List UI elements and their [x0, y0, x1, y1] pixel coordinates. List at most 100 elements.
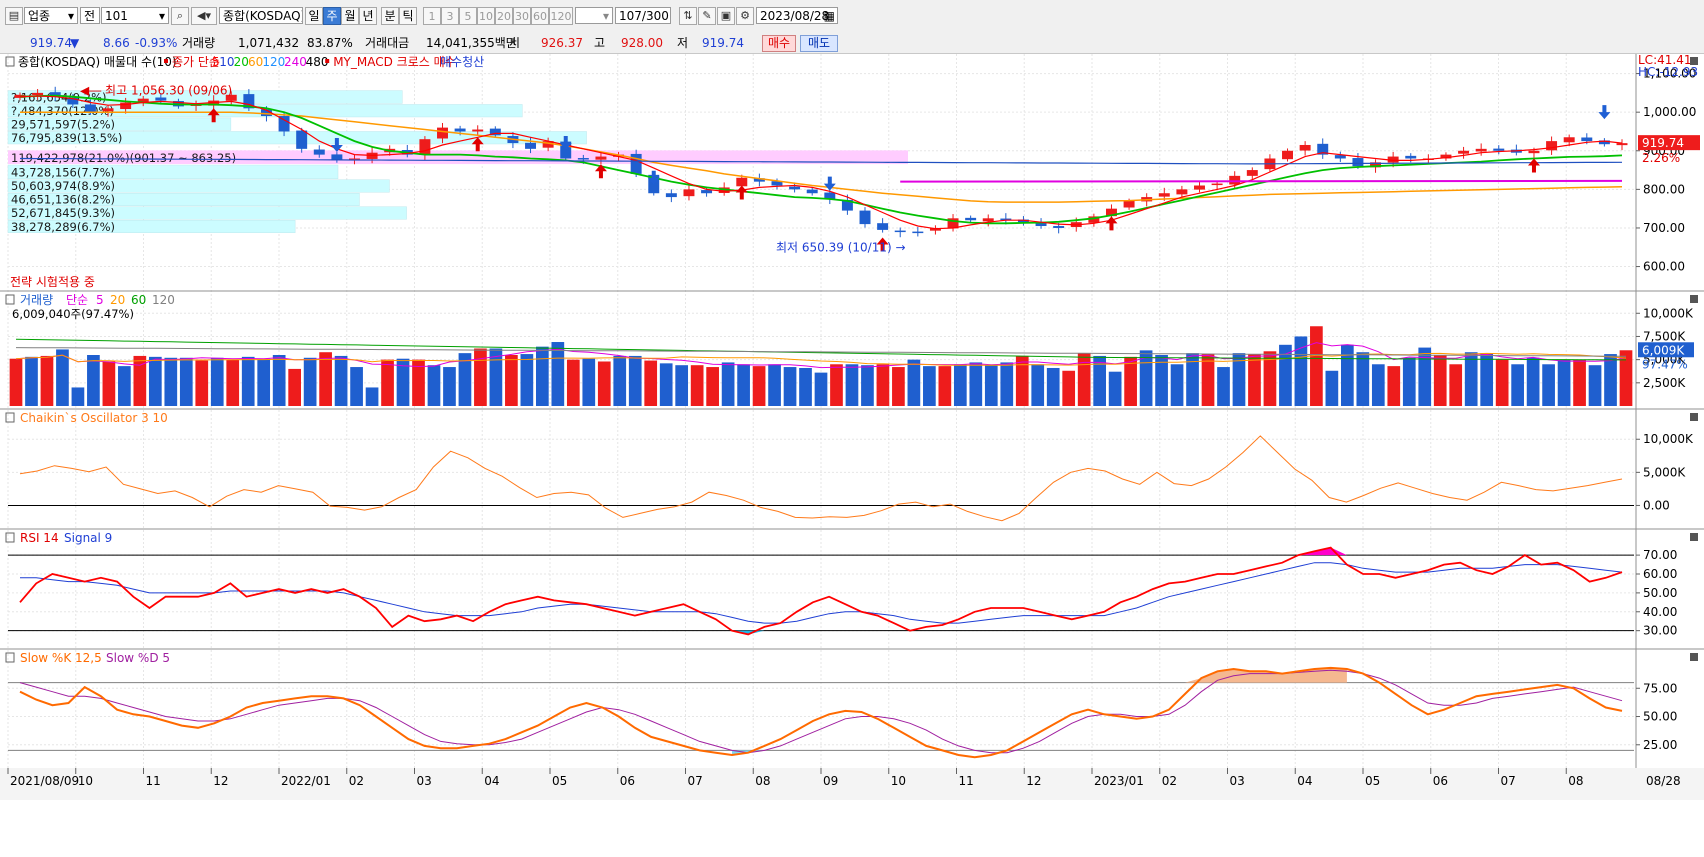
interval-1[interactable]: 1 — [423, 7, 441, 25]
quote-price: 919.74 — [30, 36, 72, 50]
interval-5[interactable]: 5 — [459, 7, 477, 25]
volume-bar — [319, 352, 332, 406]
buy-button[interactable]: 매수 — [762, 35, 796, 52]
y-tick-label: 5,000K — [1643, 465, 1686, 479]
volume-bar — [644, 360, 658, 406]
interval-custom-select[interactable]: ▾ — [575, 7, 613, 24]
candle-body — [753, 178, 765, 182]
candle-body — [1352, 158, 1364, 167]
candle-body — [841, 199, 853, 211]
volume-bar — [876, 364, 890, 406]
interval-30[interactable]: 30 — [513, 7, 531, 25]
volume-bar — [1046, 367, 1060, 406]
ma5-line — [19, 95, 1623, 230]
date-input-value: 2023/08/28 — [760, 9, 830, 23]
y-tick-label: 600.00 — [1643, 260, 1685, 274]
search-icon[interactable]: ⌕ — [171, 7, 189, 25]
volume-bar — [953, 364, 967, 406]
open-label: 시 — [509, 36, 521, 50]
interval-20[interactable]: 20 — [495, 7, 513, 25]
volume-bar — [1464, 352, 1478, 406]
interval-10[interactable]: 10 — [477, 7, 495, 25]
tab-minute[interactable]: 분 — [381, 7, 399, 25]
code-input[interactable]: 101 ▾ — [101, 7, 169, 24]
gear-icon[interactable]: ⚙ — [736, 7, 754, 25]
candle-body — [419, 139, 431, 155]
panel-toggle-icon — [1690, 653, 1698, 661]
amount-label: 거래대금 — [365, 36, 410, 50]
chart-area[interactable]: ?,165,654(9.2%) ?,484,370(12.0%) 29,571,59… — [0, 53, 1704, 854]
quote-open: 926.37 — [541, 36, 583, 50]
x-tick-label: 12 — [1026, 774, 1041, 788]
volume-profile-label: 50,603,974(8.9%) — [11, 179, 115, 193]
volume-bar — [566, 359, 580, 406]
volume-last-pct: 97.47% — [1642, 357, 1688, 371]
x-tick-label: 02 — [1162, 774, 1177, 788]
candle-body — [665, 193, 677, 198]
tools-icon[interactable]: ✎ — [698, 7, 716, 25]
legend-ma-period: 480 — [306, 55, 329, 69]
volume-bar — [241, 356, 255, 406]
rsi-overbought-fill — [1282, 547, 1364, 556]
sell-signal-arrow — [330, 137, 343, 152]
candle-body — [1158, 193, 1170, 197]
chevron-down-icon: ▾ — [158, 9, 165, 23]
volume-legend-period: 60 — [131, 293, 146, 307]
x-tick-label: 08 — [755, 774, 770, 788]
volume-bar — [1186, 353, 1199, 406]
legend-box — [5, 294, 15, 305]
volume-bar — [1449, 364, 1463, 406]
interval-60[interactable]: 60 — [531, 7, 549, 25]
tab-month[interactable]: 월 — [341, 7, 359, 25]
volume-bar — [1325, 370, 1339, 406]
last-price-tag: 919.74 — [1642, 136, 1684, 150]
volume-ma5-line — [15, 342, 1627, 369]
volume-legend-period: 5 — [96, 293, 104, 307]
speaker-icon[interactable]: ◀▾ — [191, 7, 217, 25]
interval-120[interactable]: 120 — [549, 7, 573, 25]
candle-body — [349, 158, 360, 160]
panel-toggle-icon — [1690, 533, 1698, 541]
legend-ma-period: 10 — [219, 55, 234, 69]
date-input[interactable]: 2023/08/28 ▦ — [756, 7, 838, 24]
candle-body — [1598, 140, 1610, 145]
bar-counter[interactable]: 107/300 — [615, 7, 671, 24]
tab-year[interactable]: 년 — [359, 7, 377, 25]
interval-3[interactable]: 3 — [441, 7, 459, 25]
volume-bar — [1480, 353, 1494, 406]
chaikin-legend: Chaikin`s Oscillator 3 10 — [20, 411, 168, 425]
volume-bar — [102, 361, 116, 406]
chart-svg: ?,165,654(9.2%)?,484,370(12.0%)29,571,59… — [0, 53, 1704, 854]
tab-week[interactable]: 주 — [323, 7, 341, 25]
buy-signal-arrow — [471, 137, 484, 152]
candle-body — [1458, 150, 1470, 154]
rsi-legend: RSI 14 — [20, 531, 59, 545]
tab-tick[interactable]: 틱 — [399, 7, 417, 25]
volume-bar — [520, 354, 534, 406]
volume-bar — [1310, 326, 1323, 406]
sell-button[interactable]: 매도 — [800, 35, 838, 52]
volume-bar — [474, 348, 487, 406]
volume-profile-label: 46,651,136(8.2%) — [11, 193, 115, 207]
save-icon[interactable]: ▣ — [717, 7, 735, 25]
market-select[interactable]: 업종 ▾ — [24, 7, 78, 24]
volume-bar — [1000, 362, 1014, 406]
x-tick-label: 03 — [417, 774, 432, 788]
period-select[interactable]: 전 — [80, 7, 100, 24]
sell-signal-arrow — [1598, 105, 1611, 120]
volume-bar — [1604, 354, 1617, 406]
candle-body — [472, 129, 484, 132]
candle-body — [1440, 154, 1452, 159]
x-tick-label: 06 — [620, 774, 635, 788]
compare-icon[interactable]: ⇅ — [679, 7, 697, 25]
candle-body — [929, 227, 941, 231]
volume-bar — [1294, 336, 1308, 406]
y-tick-label: 1,000.00 — [1643, 105, 1696, 119]
candle-body — [437, 127, 448, 139]
sell-signal-arrow — [823, 176, 836, 191]
chart-menu-icon[interactable]: ▤ — [5, 7, 23, 25]
y-tick-label: 700.00 — [1643, 221, 1685, 235]
tab-day[interactable]: 일 — [305, 7, 323, 25]
volume-profile-label: 29,571,597(5.2%) — [11, 117, 115, 131]
candle-body — [32, 92, 44, 96]
